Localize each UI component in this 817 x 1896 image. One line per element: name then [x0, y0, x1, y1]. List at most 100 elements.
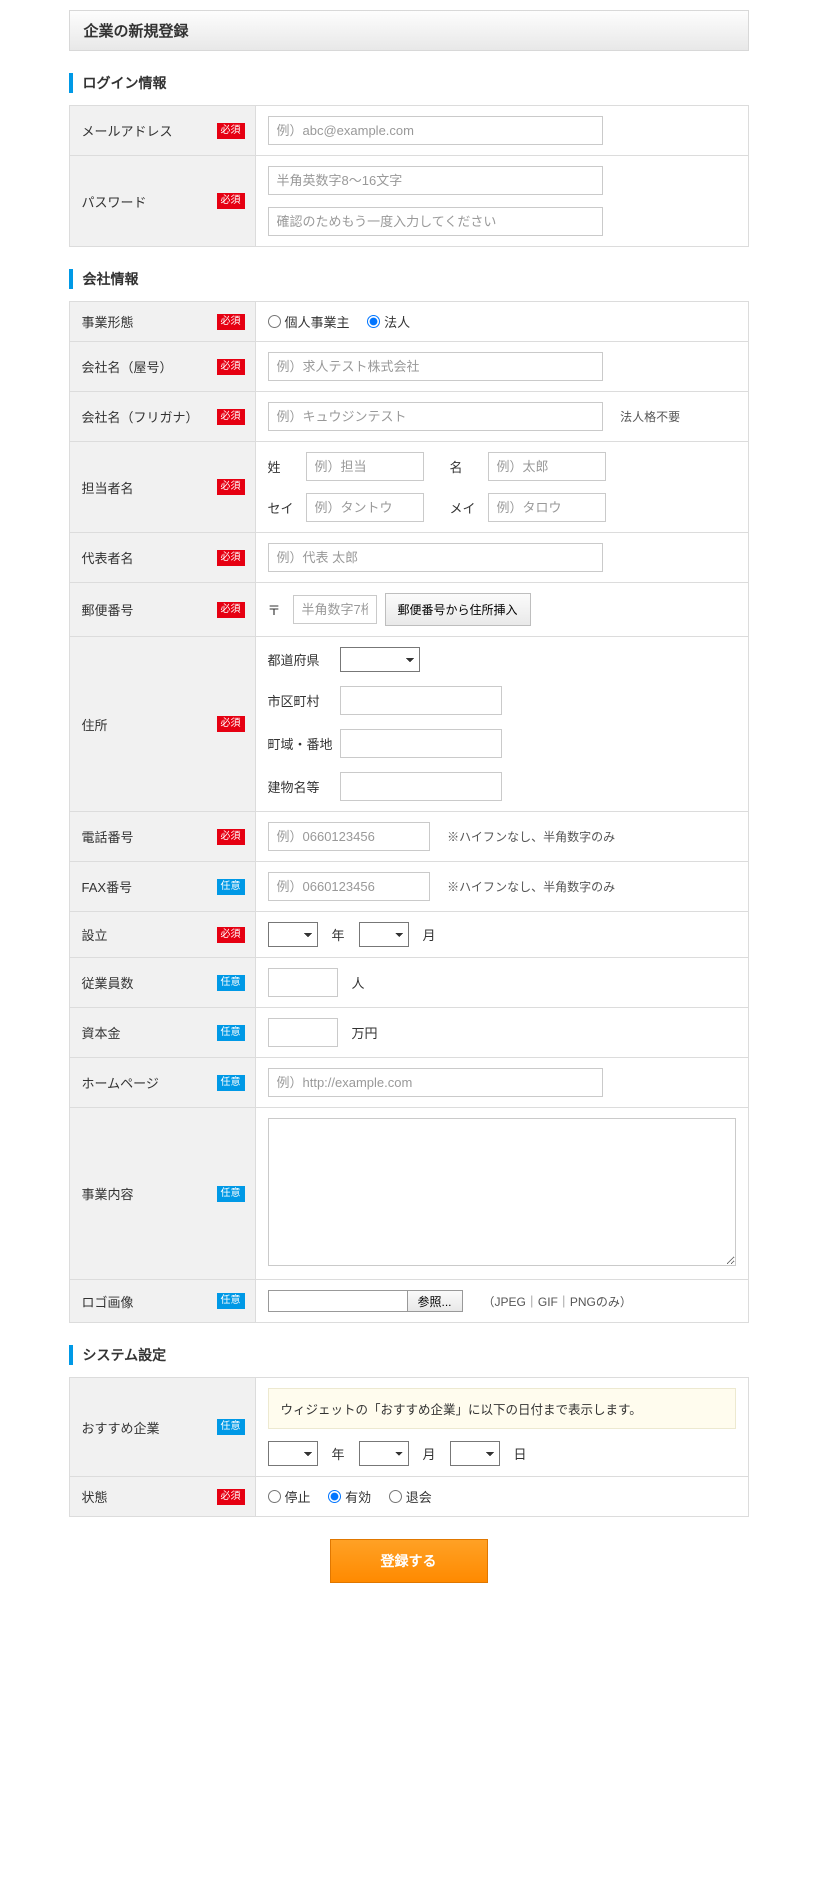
day-unit: 日	[514, 1444, 527, 1463]
label-text: 設立	[82, 928, 108, 943]
mei-input[interactable]	[488, 452, 606, 481]
radio-label: 法人	[384, 312, 410, 331]
label-text: 会社名（フリガナ）	[82, 410, 199, 425]
optional-badge: 任意	[217, 1075, 245, 1091]
optional-badge: 任意	[217, 1419, 245, 1435]
logo-note: （JPEG｜GIF｜PNGのみ）	[483, 1293, 632, 1310]
url-label: ホームページ 任意	[69, 1058, 255, 1108]
year-unit: 年	[332, 925, 345, 944]
city-label: 市区町村	[268, 691, 340, 710]
est-label: 設立 必須	[69, 912, 255, 958]
rec-day-select[interactable]	[450, 1441, 500, 1466]
cap-input[interactable]	[268, 1018, 338, 1047]
label-text: 従業員数	[82, 976, 134, 991]
rec-year-select[interactable]	[268, 1441, 318, 1466]
required-badge: 必須	[217, 479, 245, 495]
radio-label: 退会	[406, 1487, 432, 1506]
town-input[interactable]	[340, 729, 502, 758]
city-input[interactable]	[340, 686, 502, 715]
radio-input[interactable]	[268, 315, 281, 328]
label-text: 代表者名	[82, 551, 134, 566]
company-kana-input[interactable]	[268, 402, 603, 431]
password-label: パスワード 必須	[69, 156, 255, 247]
biz-label: 事業内容 任意	[69, 1108, 255, 1280]
tel-label: 電話番号 必須	[69, 812, 255, 862]
pref-select[interactable]	[340, 647, 420, 672]
rep-name-input[interactable]	[268, 543, 603, 572]
label-text: ロゴ画像	[82, 1295, 134, 1310]
radio-label: 有効	[345, 1487, 371, 1506]
rec-month-select[interactable]	[359, 1441, 409, 1466]
cap-label: 資本金 任意	[69, 1008, 255, 1058]
required-badge: 必須	[217, 123, 245, 139]
town-label: 町域・番地	[268, 734, 340, 753]
biz-textarea[interactable]	[268, 1118, 736, 1266]
year-unit: 年	[332, 1444, 345, 1463]
optional-badge: 任意	[217, 975, 245, 991]
radio-input[interactable]	[367, 315, 380, 328]
cap-unit: 万円	[352, 1023, 378, 1042]
tel-input[interactable]	[268, 822, 430, 851]
company-name-input[interactable]	[268, 352, 603, 381]
biztype-radio-individual[interactable]: 個人事業主	[268, 312, 350, 331]
url-input[interactable]	[268, 1068, 603, 1097]
emp-unit: 人	[352, 973, 365, 992]
section-title-system: システム設定	[69, 1345, 749, 1365]
label-text: 担当者名	[82, 481, 134, 496]
required-badge: 必須	[217, 409, 245, 425]
biztype-radio-corp[interactable]: 法人	[367, 312, 410, 331]
recommended-info: ウィジェットの「おすすめ企業」に以下の日付まで表示します。	[268, 1388, 736, 1429]
biztype-label: 事業形態 必須	[69, 302, 255, 342]
email-input[interactable]	[268, 116, 603, 145]
status-radio-active[interactable]: 有効	[328, 1487, 371, 1506]
label-text: 会社名（屋号）	[82, 360, 173, 375]
submit-button[interactable]: 登録する	[330, 1539, 488, 1583]
required-badge: 必須	[217, 927, 245, 943]
required-badge: 必須	[217, 359, 245, 375]
fax-input[interactable]	[268, 872, 430, 901]
password-input[interactable]	[268, 166, 603, 195]
zip-lookup-button[interactable]: 郵便番号から住所挿入	[385, 593, 531, 626]
label-text: 状態	[82, 1490, 108, 1505]
est-month-select[interactable]	[359, 922, 409, 947]
label-text: 住所	[82, 718, 108, 733]
status-radio-leave[interactable]: 退会	[389, 1487, 432, 1506]
pref-label: 都道府県	[268, 650, 340, 669]
recommended-label: おすすめ企業 任意	[69, 1378, 255, 1477]
fax-label: FAX番号 任意	[69, 862, 255, 912]
zip-symbol: 〒	[268, 600, 281, 619]
emp-input[interactable]	[268, 968, 338, 997]
required-badge: 必須	[217, 193, 245, 209]
mei-label: 名	[450, 457, 480, 476]
company-kana-label: 会社名（フリガナ） 必須	[69, 392, 255, 442]
password-confirm-input[interactable]	[268, 207, 603, 236]
sei-kana-label: セイ	[268, 498, 298, 517]
required-badge: 必須	[217, 829, 245, 845]
optional-badge: 任意	[217, 1293, 245, 1309]
sei-kana-input[interactable]	[306, 493, 424, 522]
zip-input[interactable]	[293, 595, 377, 624]
label-text: ホームページ	[82, 1076, 159, 1091]
file-browse-button[interactable]: 参照...	[408, 1290, 463, 1312]
label-text: 事業内容	[82, 1187, 134, 1202]
radio-input[interactable]	[268, 1490, 281, 1503]
label-text: 事業形態	[82, 315, 134, 330]
radio-input[interactable]	[389, 1490, 402, 1503]
label-text: おすすめ企業	[82, 1421, 160, 1436]
mei-kana-input[interactable]	[488, 493, 606, 522]
file-path-display	[268, 1290, 408, 1312]
est-year-select[interactable]	[268, 922, 318, 947]
section-title-login: ログイン情報	[69, 73, 749, 93]
radio-input[interactable]	[328, 1490, 341, 1503]
label-text: 資本金	[82, 1026, 121, 1041]
radio-label: 個人事業主	[285, 312, 350, 331]
section-title-company: 会社情報	[69, 269, 749, 289]
bldg-input[interactable]	[340, 772, 502, 801]
sei-label: 姓	[268, 457, 298, 476]
radio-label: 停止	[285, 1487, 311, 1506]
label-text: メールアドレス	[82, 124, 173, 139]
sei-input[interactable]	[306, 452, 424, 481]
status-radio-stop[interactable]: 停止	[268, 1487, 311, 1506]
bldg-label: 建物名等	[268, 777, 340, 796]
required-badge: 必須	[217, 550, 245, 566]
